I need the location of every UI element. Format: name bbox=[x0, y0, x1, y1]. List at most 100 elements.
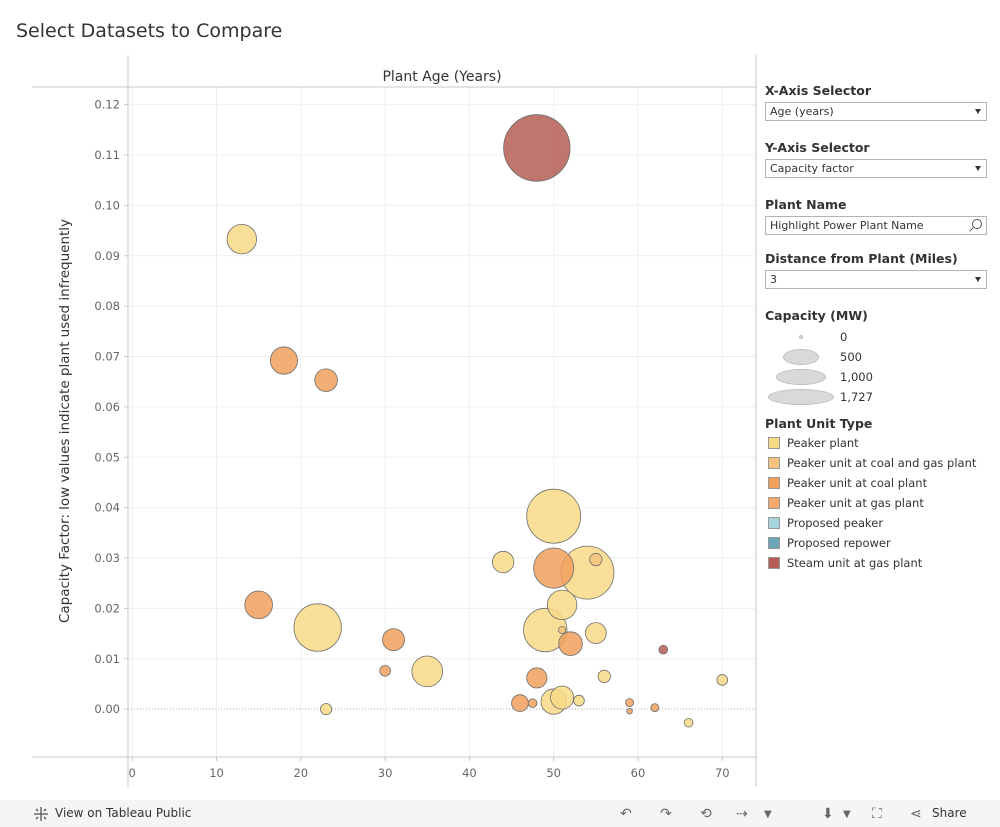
legend-label: Peaker plant bbox=[787, 436, 859, 450]
scatter-point[interactable] bbox=[650, 703, 660, 713]
legend-label: Peaker unit at gas plant bbox=[787, 496, 924, 510]
scatter-point[interactable] bbox=[716, 674, 729, 686]
page-title: Select Datasets to Compare bbox=[16, 20, 283, 42]
scatter-point[interactable] bbox=[382, 628, 405, 652]
y-axis-selector-label: Y-Axis Selector bbox=[765, 140, 870, 155]
refresh-icon[interactable]: ⇢ bbox=[736, 806, 748, 822]
redo-icon[interactable]: ↷ bbox=[660, 806, 672, 822]
download-icon[interactable]: ⬇ bbox=[822, 806, 834, 822]
scatter-point[interactable] bbox=[546, 589, 578, 621]
x-axis-selector[interactable]: Age (years) bbox=[765, 102, 987, 121]
legend-swatch bbox=[768, 457, 780, 469]
scatter-point[interactable] bbox=[626, 707, 633, 715]
y-axis-selector[interactable]: Capacity factor bbox=[765, 159, 987, 178]
share-button[interactable]: Share bbox=[932, 806, 967, 820]
scatter-point[interactable] bbox=[379, 665, 391, 677]
capacity-legend-item: 1,727 bbox=[765, 387, 987, 407]
y-tick-label: 0.01 bbox=[94, 652, 120, 666]
scatter-point[interactable] bbox=[585, 622, 607, 644]
scatter-point[interactable] bbox=[683, 717, 694, 728]
undo-icon[interactable]: ↶ bbox=[620, 806, 632, 822]
legend-swatch bbox=[768, 557, 780, 569]
scatter-point[interactable] bbox=[527, 698, 538, 708]
scatter-point[interactable] bbox=[269, 346, 298, 375]
x-axis-selector-group: X-Axis Selector Age (years) bbox=[765, 83, 987, 121]
legend-label: Proposed peaker bbox=[787, 516, 884, 530]
capacity-legend-title: Capacity (MW) bbox=[765, 308, 868, 323]
capacity-legend-label: 0 bbox=[840, 330, 848, 344]
x-axis-selector-label: X-Axis Selector bbox=[765, 83, 871, 98]
scatter-point[interactable] bbox=[244, 590, 273, 620]
y-axis-title: Capacity Factor: low values indicate pla… bbox=[57, 219, 73, 623]
scatter-point[interactable] bbox=[550, 685, 575, 710]
plant-type-legend-item[interactable]: Proposed peaker bbox=[765, 513, 987, 533]
scatter-point[interactable] bbox=[411, 655, 444, 688]
y-tick-label: 0.09 bbox=[94, 249, 120, 263]
y-tick-label: 0.06 bbox=[94, 400, 120, 414]
plant-type-legend-item[interactable]: Peaker unit at gas plant bbox=[765, 493, 987, 513]
plant-type-legend: Plant Unit Type Peaker plant Peaker unit … bbox=[765, 416, 987, 573]
plant-type-legend-item[interactable]: Steam unit at gas plant bbox=[765, 553, 987, 573]
x-tick-label: 40 bbox=[462, 766, 477, 780]
scatter-point[interactable] bbox=[558, 626, 567, 635]
scatter-point[interactable] bbox=[320, 703, 333, 716]
footer-toolbar: View on Tableau Public ↶ ↷ ⟲ ⇢ ▼ ⬇ ▼ ⛶ ⋖… bbox=[0, 800, 1000, 827]
distance-label: Distance from Plant (Miles) bbox=[765, 251, 958, 266]
fullscreen-icon[interactable]: ⛶ bbox=[872, 806, 882, 822]
scatter-point[interactable] bbox=[533, 547, 575, 589]
plant-type-legend-item[interactable]: Peaker unit at coal plant bbox=[765, 473, 987, 493]
distance-selector[interactable]: 3 bbox=[765, 270, 987, 289]
scatter-point[interactable] bbox=[526, 667, 548, 689]
x-tick-label: 0 bbox=[129, 766, 136, 780]
chevron-down-icon[interactable]: ▼ bbox=[764, 809, 772, 820]
scatter-point[interactable] bbox=[293, 603, 342, 652]
scatter-point[interactable] bbox=[589, 552, 603, 567]
legend-swatch bbox=[768, 477, 780, 489]
y-tick-label: 0.05 bbox=[94, 450, 120, 464]
distance-selector-value: 3 bbox=[770, 273, 777, 286]
capacity-size-swatch bbox=[799, 335, 803, 339]
scatter-point[interactable] bbox=[491, 550, 515, 574]
distance-group: Distance from Plant (Miles) 3 bbox=[765, 251, 987, 289]
plant-name-search-input[interactable]: Highlight Power Plant Name bbox=[765, 216, 987, 235]
plant-name-label: Plant Name bbox=[765, 197, 847, 212]
y-tick-label: 0.11 bbox=[94, 148, 120, 162]
capacity-legend-label: 1,727 bbox=[840, 390, 873, 404]
capacity-size-swatch bbox=[767, 389, 835, 405]
scatter-point[interactable] bbox=[526, 488, 582, 544]
scatter-point[interactable] bbox=[625, 698, 634, 707]
axis-layer: 0.00 0.01 0.02 0.03 0.04 0.05 0.06 0.07 0.08 0.09… bbox=[32, 55, 757, 787]
scatter-point[interactable] bbox=[558, 631, 583, 656]
share-icon[interactable]: ⋖ bbox=[910, 806, 922, 822]
plant-type-legend-title: Plant Unit Type bbox=[765, 416, 873, 431]
scatter-point[interactable] bbox=[503, 114, 571, 182]
scatter-point[interactable] bbox=[523, 607, 568, 653]
view-on-tableau-link[interactable]: View on Tableau Public bbox=[55, 806, 192, 820]
grid-layer bbox=[128, 87, 756, 757]
legend-swatch bbox=[768, 517, 780, 529]
chart-title: Plant Age (Years) bbox=[382, 69, 501, 85]
capacity-legend: Capacity (MW) 0 500 1,000 1,727 bbox=[765, 308, 987, 407]
capacity-legend-item: 1,000 bbox=[765, 367, 987, 387]
scatter-point[interactable] bbox=[226, 223, 257, 255]
revert-icon[interactable]: ⟲ bbox=[700, 806, 712, 822]
chevron-down-icon bbox=[975, 166, 981, 171]
scatter-point[interactable] bbox=[511, 694, 529, 712]
plant-type-legend-item[interactable]: Proposed repower bbox=[765, 533, 987, 553]
capacity-legend-item: 500 bbox=[765, 347, 987, 367]
scatter-point[interactable] bbox=[597, 669, 611, 683]
search-icon[interactable] bbox=[972, 219, 982, 229]
x-tick-label: 10 bbox=[209, 766, 224, 780]
y-tick-label: 0.07 bbox=[94, 350, 120, 364]
scatter-chart: 0.00 0.01 0.02 0.03 0.04 0.05 0.06 0.07 0.08 0.09… bbox=[32, 55, 757, 787]
plant-type-legend-item[interactable]: Peaker plant bbox=[765, 433, 987, 453]
y-tick-label: 0.03 bbox=[94, 551, 120, 565]
legend-swatch bbox=[768, 437, 780, 449]
chevron-down-icon[interactable]: ▼ bbox=[843, 809, 851, 820]
x-tick-label: 20 bbox=[293, 766, 308, 780]
scatter-point[interactable] bbox=[573, 694, 585, 707]
plant-type-legend-item[interactable]: Peaker unit at coal and gas plant bbox=[765, 453, 987, 473]
x-tick-label: 30 bbox=[378, 766, 393, 780]
scatter-point[interactable] bbox=[314, 368, 338, 392]
scatter-point[interactable] bbox=[658, 644, 669, 655]
